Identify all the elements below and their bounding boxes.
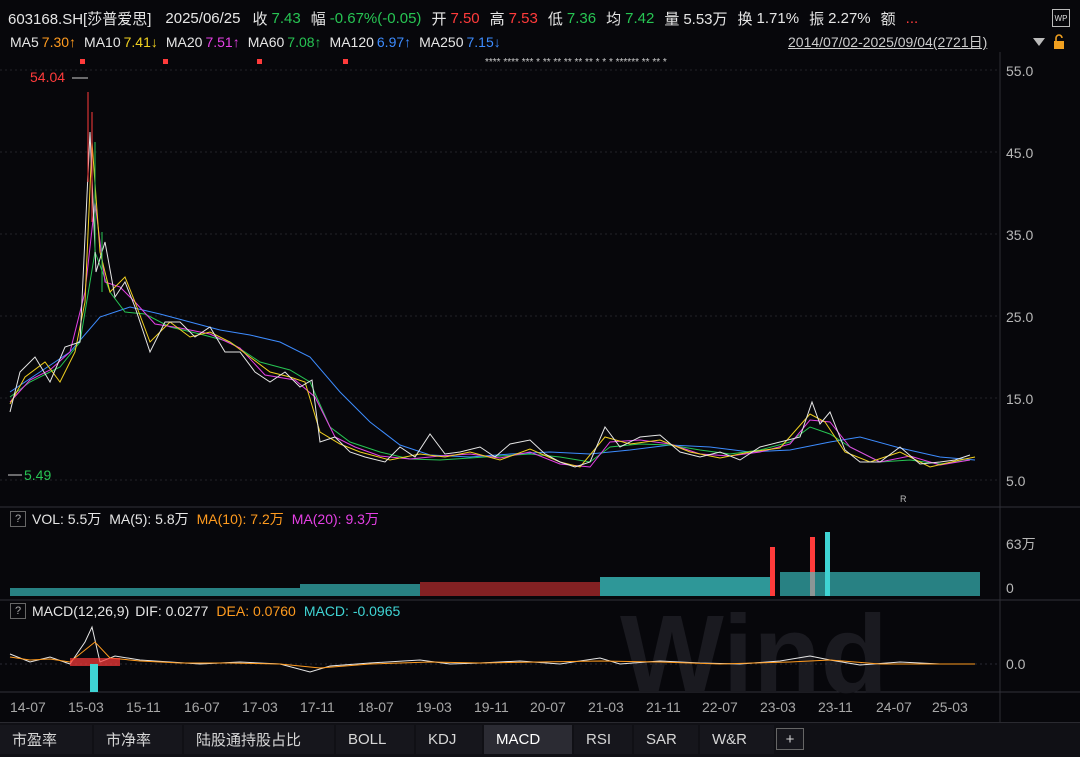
x-label-5: 17-11 [300, 699, 335, 715]
add-tab-icon[interactable]: + [776, 728, 804, 750]
x-label-15: 24-07 [876, 699, 912, 715]
x-label-0: 14-07 [10, 699, 46, 715]
ma10-label: MA10 [84, 34, 121, 50]
x-label-12: 22-07 [702, 699, 738, 715]
news-markers[interactable]: **** **** *** * ** ** ** ** ** * * * ***… [485, 57, 667, 68]
ma60-label: MA60 [247, 34, 285, 50]
low-value: 7.36 [566, 9, 597, 27]
vol-axis-1: 0 [1006, 580, 1014, 596]
ma-legend: MA5 7.30↑ MA10 7.41↓ MA20 7.51↑ MA60 7.0… [10, 32, 504, 52]
vol-current: VOL: 5.5万 [32, 511, 102, 527]
tab-macd[interactable]: MACD [484, 725, 572, 754]
ma60-value: 7.08↑ [287, 34, 322, 50]
vol-ma10: MA(10): 7.2万 [196, 511, 284, 527]
high-label: 高 [489, 10, 505, 28]
high-value: 7.53 [508, 9, 538, 27]
close-value: 7.43 [271, 9, 301, 27]
tab-pb[interactable]: 市净率 [94, 725, 182, 754]
open-label: 开 [431, 10, 447, 28]
vol-ma20: MA(20): 9.3万 [291, 511, 379, 527]
x-label-13: 23-03 [760, 699, 796, 715]
price-axis-3: 25.0 [1006, 309, 1033, 325]
macd-dif: DIF: 0.0277 [135, 603, 209, 619]
ma10-value: 7.41↓ [123, 34, 158, 50]
x-label-10: 21-03 [588, 699, 624, 715]
x-label-9: 20-07 [530, 699, 566, 715]
turnover-value: 1.71% [756, 9, 800, 27]
vol-label: 量 [664, 10, 680, 28]
more-dots[interactable]: ... [905, 9, 919, 27]
ma120-value: 6.97↑ [376, 34, 412, 50]
ma20-label: MA20 [165, 34, 203, 50]
vol-ma5: MA(5): 5.8万 [109, 511, 189, 527]
stock-code[interactable]: 603168.SH[莎普爱思] [8, 10, 152, 28]
macd-name: MACD(12,26,9) [32, 603, 130, 619]
ma120-label: MA120 [329, 34, 374, 50]
close-label: 收 [252, 10, 268, 28]
x-label-16: 25-03 [932, 699, 968, 715]
open-value: 7.50 [450, 9, 480, 27]
x-label-8: 19-11 [474, 699, 509, 715]
help-icon[interactable]: ? [10, 603, 26, 619]
indicator-tabs: 市盈率 市净率 陆股通持股占比 BOLL KDJ MACD RSI SAR W&… [0, 722, 1080, 757]
tab-kdj[interactable]: KDJ [416, 725, 482, 754]
x-label-6: 18-07 [358, 699, 394, 715]
price-axis-5: 5.0 [1006, 473, 1026, 489]
tab-sar[interactable]: SAR [634, 725, 698, 754]
ma250-label: MA250 [419, 34, 464, 50]
tab-rsi[interactable]: RSI [574, 725, 632, 754]
ma5-label: MA5 [10, 34, 39, 50]
date-range[interactable]: 2014/07/02-2025/09/04(2721日) [788, 34, 988, 50]
dropdown-arrow-icon[interactable] [1033, 38, 1045, 46]
x-label-4: 17-03 [242, 699, 278, 715]
x-label-2: 15-11 [126, 699, 161, 715]
price-axis-0: 55.0 [1006, 63, 1033, 79]
amplitude-value: 2.27% [828, 9, 871, 27]
amount-label: 额 [880, 10, 896, 28]
vol-header: ? VOL: 5.5万 MA(5): 5.8万 MA(10): 7.2万 MA(… [10, 509, 379, 529]
kline-chart[interactable]: Wind 54.04 5.49 R **** **** *** * ** ** … [0, 52, 1080, 722]
x-label-14: 23-11 [818, 699, 853, 715]
quote-header: 603168.SH[莎普爱思] 2025/06/25 收 7.43 幅 -0.6… [8, 7, 922, 29]
min-price-label: 5.49 [24, 467, 51, 483]
macd-header: ? MACD(12,26,9) DIF: 0.0277 DEA: 0.0760 … [10, 601, 400, 621]
price-axis-4: 15.0 [1006, 391, 1033, 407]
ma5-value: 7.30↑ [41, 34, 77, 50]
wind-watermark: Wind [620, 593, 888, 716]
x-label-1: 15-03 [68, 699, 104, 715]
r-marker: R [900, 494, 907, 504]
price-axis-2: 35.0 [1006, 227, 1033, 243]
help-icon[interactable]: ? [10, 511, 26, 527]
volume-bars [10, 532, 980, 596]
vol-value: 5.53万 [683, 10, 728, 28]
ma250-value: 7.15↓ [466, 34, 501, 50]
vol-axis-0: 63万 [1006, 536, 1036, 552]
tab-hk-connect[interactable]: 陆股通持股占比 [184, 725, 334, 754]
tab-wr[interactable]: W&R [700, 725, 774, 754]
low-label: 低 [547, 10, 563, 28]
avg-value: 7.42 [625, 9, 655, 27]
macd-value: MACD: -0.0965 [303, 603, 401, 619]
quote-date: 2025/06/25 [165, 9, 241, 27]
tab-boll[interactable]: BOLL [336, 725, 414, 754]
max-price-label: 54.04 [30, 69, 65, 85]
lock-icon[interactable] [1052, 34, 1066, 50]
wp-icon[interactable]: WP [1052, 9, 1070, 27]
ma20-value: 7.51↑ [205, 34, 240, 50]
x-label-7: 19-03 [416, 699, 452, 715]
change-value: -0.67%(-0.05) [329, 9, 422, 27]
avg-label: 均 [606, 10, 622, 28]
macd-dea: DEA: 0.0760 [216, 603, 296, 619]
x-label-3: 16-07 [184, 699, 220, 715]
tab-pe[interactable]: 市盈率 [0, 725, 92, 754]
price-axis-1: 45.0 [1006, 145, 1033, 161]
macd-axis-0: 0.0 [1006, 656, 1026, 672]
turnover-label: 换 [737, 10, 753, 28]
amplitude-label: 振 [809, 10, 825, 28]
x-label-11: 21-11 [646, 699, 681, 715]
change-label: 幅 [310, 10, 326, 28]
